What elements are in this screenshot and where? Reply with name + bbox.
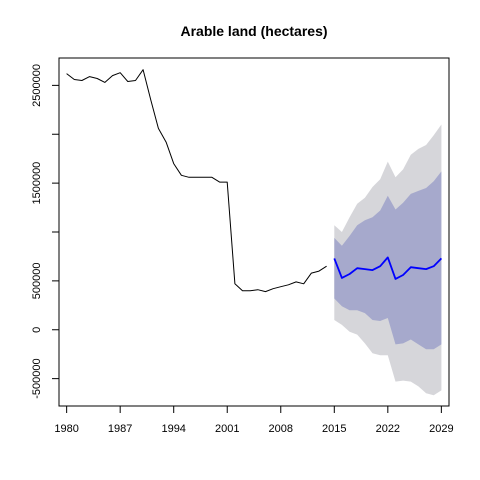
y-tick-label: 0: [31, 327, 43, 333]
chart-title: Arable land (hectares): [180, 23, 327, 39]
y-tick-label: 500000: [31, 263, 43, 300]
x-tick-label: 2029: [429, 423, 453, 435]
x-axis: 1980 1987 1994 2001 2008 2015 2022 2029: [54, 405, 454, 435]
x-tick-label: 2022: [376, 423, 400, 435]
x-tick-label: 2008: [269, 423, 293, 435]
series-lines: [66, 69, 443, 293]
y-axis: -500000 0 500000 1500000 2500000: [31, 64, 60, 399]
x-tick-label: 1980: [54, 423, 78, 435]
y-tick-label: 2500000: [31, 64, 43, 107]
y-tick-label: 1500000: [31, 162, 43, 205]
x-tick-label: 1987: [108, 423, 132, 435]
forecast-line: [333, 256, 443, 280]
x-tick-label: 2001: [215, 423, 239, 435]
x-tick-label: 1994: [161, 423, 185, 435]
y-tick-label: -500000: [31, 358, 43, 398]
history-line: [66, 69, 327, 293]
band-80-area: [334, 171, 442, 350]
x-tick-label: 2015: [322, 423, 346, 435]
